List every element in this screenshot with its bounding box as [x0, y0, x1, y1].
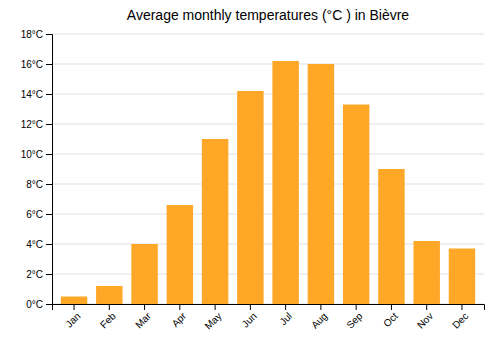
tick-mark [46, 214, 52, 215]
bar [237, 91, 263, 304]
tick-label: 18°C [21, 29, 43, 40]
tick-label: Dec [450, 310, 470, 330]
tick-label: Oct [381, 310, 400, 329]
x-axis: Jan Feb Mar Apr May Jun Jul Aug Sep Oct Nov Dec [53, 304, 485, 332]
tick: Dec [450, 304, 470, 331]
bar [202, 139, 228, 304]
tick-label: 10°C [21, 149, 43, 160]
bars [61, 61, 475, 304]
tick-label: 6°C [26, 209, 43, 220]
tick-mark [46, 154, 52, 155]
tick-label: 14°C [21, 89, 43, 100]
tick-label: Aug [309, 310, 329, 330]
tick-label: Nov [415, 310, 435, 330]
tick: 18°C [21, 29, 52, 40]
tick-mark [356, 304, 357, 310]
tick-mark [461, 304, 462, 310]
tick-mark [46, 274, 52, 275]
tick-mark [179, 304, 180, 310]
tick: 12°C [21, 119, 52, 130]
bar [272, 61, 298, 304]
tick: Oct [381, 304, 400, 329]
tick: Feb [98, 304, 118, 330]
tick-mark [250, 304, 251, 310]
tick-label: Mar [133, 310, 153, 330]
tick: Jan [63, 304, 82, 330]
tick: Jul [277, 304, 294, 327]
tick-mark [46, 184, 52, 185]
tick-mark [285, 304, 286, 310]
grid-line [52, 64, 484, 65]
tick: 4°C [26, 239, 52, 250]
tick: Sep [344, 304, 365, 331]
tick-label: 8°C [26, 179, 43, 190]
tick-mark [215, 304, 216, 310]
tick-label: Jun [240, 310, 259, 329]
tick-label: Jan [63, 310, 82, 329]
bar [413, 241, 439, 304]
bar [131, 244, 157, 304]
tick-label: 4°C [26, 239, 43, 250]
bar [378, 169, 404, 304]
bar [96, 286, 122, 304]
bar [308, 64, 334, 304]
tick: 8°C [26, 179, 52, 190]
tick-mark [46, 94, 52, 95]
tick: Apr [170, 304, 189, 329]
tick-label: 0°C [26, 299, 43, 310]
bar [167, 205, 193, 304]
plot: 0°C 2°C 4°C 6°C 8°C 10°C 12°C 14°C 16°C 18°C Jan Fe… [21, 29, 485, 332]
tick: Nov [415, 304, 435, 331]
tick-mark [46, 304, 52, 305]
tick-mark [46, 244, 52, 245]
tick: 10°C [21, 149, 52, 160]
tick-mark [46, 34, 52, 35]
tick-mark [109, 304, 110, 310]
tick-label: 12°C [21, 119, 43, 130]
y-axis: 0°C 2°C 4°C 6°C 8°C 10°C 12°C 14°C 16°C 18°C [21, 29, 53, 310]
bar [343, 105, 369, 305]
bar [449, 249, 475, 305]
tick-label: May [202, 310, 223, 331]
tick-mark [46, 64, 52, 65]
tick: Jun [240, 304, 259, 330]
grid [52, 34, 484, 304]
tick-label: Sep [344, 310, 365, 331]
tick-label: Jul [277, 310, 294, 327]
tick-mark [144, 304, 145, 310]
tick-mark [46, 124, 52, 125]
tick-mark [426, 304, 427, 310]
tick: May [202, 304, 223, 332]
tick-mark [391, 304, 392, 310]
title: Average monthly temperatures (°C ) in Bi… [127, 7, 410, 23]
grid-line [52, 34, 484, 35]
tick: 6°C [26, 209, 52, 220]
grid-line [52, 94, 484, 95]
tick-mark [320, 304, 321, 310]
tick: 0°C [26, 299, 52, 310]
bar [61, 297, 87, 305]
axis-line [46, 35, 53, 305]
tick: 16°C [21, 59, 52, 70]
tick: 14°C [21, 89, 52, 100]
tick-label: 16°C [21, 59, 43, 70]
tick: Mar [133, 304, 153, 330]
tick: Aug [309, 304, 329, 331]
tick-label: Feb [98, 310, 118, 330]
grid-line [52, 214, 484, 215]
tick-label: 2°C [26, 269, 43, 280]
tick: 2°C [26, 269, 52, 280]
grid-line [52, 184, 484, 185]
grid-line [52, 124, 484, 125]
tick-label: Apr [170, 310, 189, 329]
chart: 0°C 2°C 4°C 6°C 8°C 10°C 12°C 14°C 16°C 18°C Jan Fe… [0, 0, 500, 350]
grid-line [52, 154, 484, 155]
axis-line [53, 305, 485, 311]
tick-mark [74, 304, 75, 310]
